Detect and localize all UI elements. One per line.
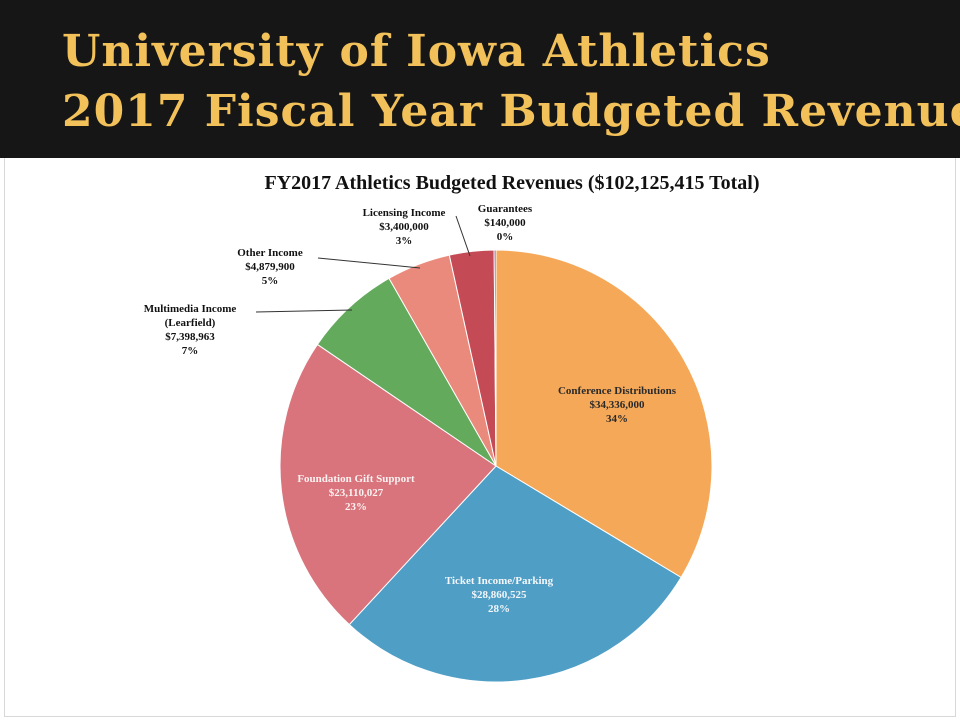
slice-label-conference-distributions: Conference Distributions $34,336,000 34% [558,385,677,425]
banner-title-line-1: University of Iowa Athletics [62,26,771,77]
slice-label-ticket-income-parking: Ticket Income/Parking $28,860,525 28% [445,575,554,615]
content-frame [4,158,956,717]
slice-label-other-income: Other Income $4,879,900 5% [237,247,303,287]
leader-line-licensing-income [455,215,471,257]
pie-slice-conference-distributions [495,249,713,579]
title-banner: University of Iowa Athletics 2017 Fiscal… [0,0,960,158]
banner-title-line-2: 2017 Fiscal Year Budgeted Revenue [62,86,960,137]
pie-slice-foundation-gift-support [279,343,497,626]
leader-line-other-income [317,257,421,269]
slice-label-guarantees: Guarantees $140,000 0% [478,203,533,243]
pie-slice-multimedia-income-learfield [316,277,497,467]
slice-label-multimedia-income-learfield: Multimedia Income (Learfield) $7,398,963 7% [144,303,237,357]
slice-label-licensing-income: Licensing Income $3,400,000 3% [363,207,446,247]
pie-slice-ticket-income-parking [348,465,682,683]
slice-label-foundation-gift-support: Foundation Gift Support $23,110,027 23% [297,473,415,513]
chart-title: FY2017 Athletics Budgeted Revenues ($102… [264,172,760,194]
pie-slice-guarantees [493,249,497,467]
leader-line-multimedia-income-learfield [255,309,353,313]
